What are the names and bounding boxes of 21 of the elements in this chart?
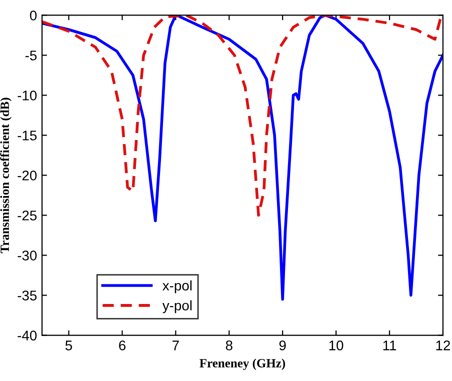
y-tick-label: -20: [18, 170, 37, 180]
y-tick-label: -30: [18, 250, 37, 260]
x-tick-label: 12: [436, 340, 450, 350]
y-tick-label: -40: [18, 330, 37, 340]
y-axis-title: Transmission coefficient (dB): [0, 98, 12, 254]
x-tick-label: 9: [279, 340, 286, 350]
legend-label: y-pol: [162, 300, 192, 314]
x-tick-label: 5: [65, 340, 72, 350]
x-tick-label: 7: [172, 340, 179, 350]
x-tick-label: 8: [226, 340, 232, 350]
y-tick-label: -10: [18, 90, 37, 100]
legend-label: x-pol: [162, 280, 192, 294]
x-axis-title: Freneney (GHz): [200, 358, 286, 370]
y-tick-label: 0: [30, 10, 37, 20]
y-tick-label: -35: [18, 290, 37, 300]
y-tick-label: -5: [25, 50, 37, 60]
x-tick-label: 6: [119, 340, 126, 350]
x-tick-label: 11: [383, 340, 396, 350]
x-tick-label: 10: [329, 340, 344, 350]
y-tick-label: -15: [18, 130, 37, 140]
y-tick-label: -25: [18, 210, 37, 220]
